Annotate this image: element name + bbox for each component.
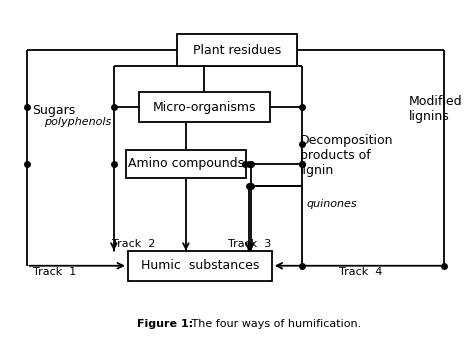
FancyBboxPatch shape: [177, 34, 297, 66]
Text: quinones: quinones: [307, 199, 357, 209]
Text: Modified
lignins: Modified lignins: [409, 95, 463, 123]
FancyBboxPatch shape: [126, 150, 246, 178]
Text: Track  1: Track 1: [33, 267, 76, 278]
Text: Amino compounds: Amino compounds: [128, 157, 244, 170]
Text: Track  4: Track 4: [339, 267, 383, 278]
Text: Track  3: Track 3: [228, 239, 271, 249]
FancyBboxPatch shape: [139, 92, 270, 122]
Text: The four ways of humification.: The four ways of humification.: [188, 319, 362, 329]
FancyBboxPatch shape: [128, 251, 272, 281]
Text: Micro-organisms: Micro-organisms: [153, 101, 256, 114]
Text: Humic  substances: Humic substances: [141, 259, 259, 272]
Text: Sugars: Sugars: [33, 104, 76, 117]
Text: Decomposition
products of
lignin: Decomposition products of lignin: [300, 134, 393, 177]
Text: polyphenols: polyphenols: [44, 117, 111, 127]
Text: Plant residues: Plant residues: [193, 44, 281, 57]
Text: Figure 1:: Figure 1:: [137, 319, 193, 329]
Text: Track  2: Track 2: [111, 239, 155, 249]
